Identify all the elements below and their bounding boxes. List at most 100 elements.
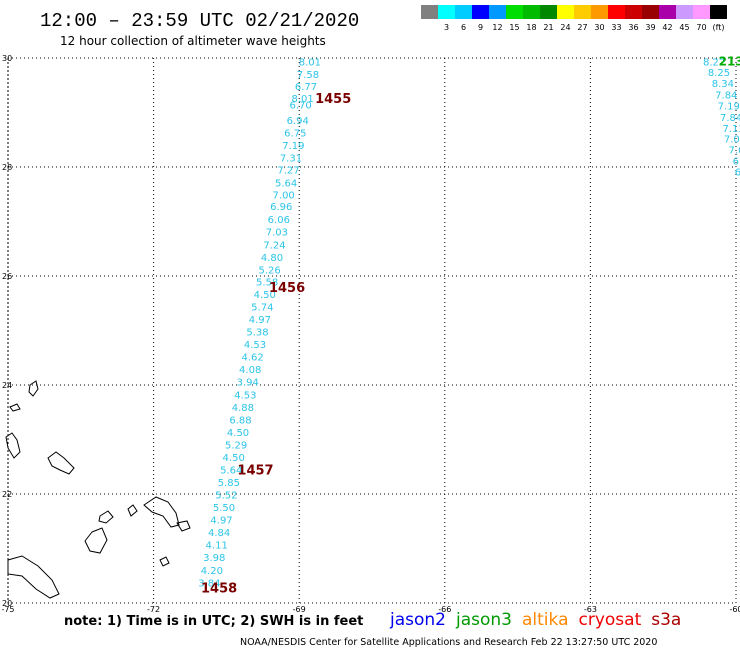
grid-lines <box>7 57 737 604</box>
legend-swatch <box>421 5 438 19</box>
x-tick-label: -60 <box>729 605 740 614</box>
legend-label: 6 <box>461 23 466 32</box>
legend-swatch <box>557 5 574 19</box>
legend-label: 39 <box>645 23 655 32</box>
swh-value: 6.88 <box>229 415 251 426</box>
legend-label: 18 <box>526 23 536 32</box>
swh-value: 7.24 <box>263 240 285 251</box>
swh-value: 6.06 <box>268 215 290 226</box>
swh-value: 5.64 <box>275 178 297 189</box>
swh-value: 6.70 <box>290 100 312 111</box>
y-tick-label: 24 <box>2 381 12 390</box>
satellite-legend: jason2 jason3 altika cryosat s3a <box>389 610 681 630</box>
swh-value: 5.38 <box>246 328 268 339</box>
swh-value: 5.74 <box>251 303 273 314</box>
legend-swatch <box>472 5 489 19</box>
swh-value: 7.19 <box>718 101 740 112</box>
pass-time-label: 1455 <box>315 92 351 107</box>
land-outline <box>84 527 108 554</box>
swh-value: 8.01 <box>299 57 321 68</box>
y-tick-label: 26 <box>2 272 12 281</box>
legend-swatch <box>693 5 710 19</box>
y-tick-label: 20 <box>2 599 12 608</box>
legend-swatch <box>591 5 608 19</box>
swh-value: 4.53 <box>244 340 266 351</box>
legend-swatch <box>659 5 676 19</box>
swh-value: 3.94 <box>237 378 259 389</box>
swh-value: 5.29 <box>225 440 247 451</box>
legend-label: 9 <box>478 23 483 32</box>
swh-value: 3.84 <box>198 578 220 589</box>
legend-label: 27 <box>577 23 587 32</box>
swh-value: 6 <box>735 167 740 178</box>
swh-value: 7.13 <box>722 124 740 135</box>
plot-frame <box>7 57 737 604</box>
swh-value: 7.31 <box>280 154 302 165</box>
legend-label: 30 <box>594 23 604 32</box>
swh-value: 8.34 <box>712 79 734 90</box>
legend-label: 12 <box>492 23 502 32</box>
pass-time-label: 1456 <box>269 281 305 296</box>
swh-value: 7.0 <box>729 146 740 157</box>
legend-label: 24 <box>560 23 570 32</box>
swh-value: 7.02 <box>724 135 740 146</box>
legend-label: 36 <box>628 23 638 32</box>
swh-value: 4.97 <box>249 315 271 326</box>
swh-value: 4.08 <box>239 365 261 376</box>
swh-value: 6. <box>733 156 740 167</box>
swh-value: 8.01 <box>291 94 313 105</box>
satellite-label: jason3 <box>455 610 512 630</box>
satellite-label: altika <box>522 610 569 630</box>
legend-label: 45 <box>679 23 689 32</box>
swh-value: 5.50 <box>213 503 235 514</box>
swh-value: 6.77 <box>295 82 317 93</box>
swh-value: 5.26 <box>258 265 280 276</box>
swh-value: 7.19 <box>282 141 304 152</box>
swh-value: 8.22 <box>703 57 725 68</box>
land-outline <box>98 510 114 524</box>
chart-subtitle: 12 hour collection of altimeter wave hei… <box>60 34 326 48</box>
swh-value: 7.03 <box>266 227 288 238</box>
legend-label: 15 <box>509 23 519 32</box>
swh-value: 8.25 <box>708 68 730 79</box>
land-outline <box>9 403 21 412</box>
legend-swatch <box>710 5 727 19</box>
satellite-label: cryosat <box>579 610 642 630</box>
swh-value: 7.00 <box>273 190 295 201</box>
land-outline <box>127 504 138 517</box>
time-labels: 1455 1456 1457 1458 <box>201 92 351 597</box>
swh-value: 3.98 <box>203 553 225 564</box>
pass-time-label: 1457 <box>237 463 273 478</box>
legend-swatch <box>489 5 506 19</box>
swh-value: 5.64 <box>220 465 242 476</box>
legend-swatch <box>608 5 625 19</box>
land-outline <box>143 496 180 528</box>
legend-label: 33 <box>611 23 621 32</box>
x-tick-label: -66 <box>438 605 451 614</box>
legend-label: 70 <box>696 23 706 32</box>
land-outline <box>47 451 75 475</box>
y-tick-label: 28 <box>2 163 12 172</box>
legend-swatch <box>676 5 693 19</box>
pass-time-label: 1458 <box>201 582 237 597</box>
satellite-label: s3a <box>651 610 681 630</box>
wave-height-values: 8.017.586.778.016.706.946.757.197.317.27… <box>198 54 740 589</box>
chart-title: 12:00 – 23:59 UTC 02/21/2020 <box>40 10 359 32</box>
footer-credit: NOAA/NESDIS Center for Satellite Applica… <box>240 637 657 648</box>
swh-value: 5.58 <box>256 277 278 288</box>
y-tick-label: 22 <box>2 490 12 499</box>
swh-value: 7.58 <box>297 70 319 81</box>
land-outline <box>159 556 170 567</box>
swh-value: 6.75 <box>284 129 306 140</box>
swh-value: 6.94 <box>287 116 309 127</box>
swh-value: 4.97 <box>210 516 232 527</box>
legend-swatch <box>540 5 557 19</box>
legend-swatch <box>438 5 455 19</box>
swh-value: 6.96 <box>270 202 292 213</box>
legend-label: 42 <box>662 23 672 32</box>
swh-value: 4.11 <box>206 541 228 552</box>
swh-value: 7.84 <box>720 113 740 124</box>
swh-value: 4.88 <box>232 403 254 414</box>
